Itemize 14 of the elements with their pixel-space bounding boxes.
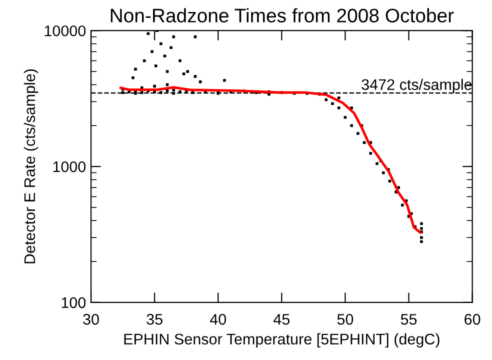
x-tick-label: 55 bbox=[400, 314, 417, 325]
x-tick-label: 35 bbox=[146, 314, 162, 325]
x-tick-label: 30 bbox=[83, 314, 99, 325]
y-tick-label: 1000 bbox=[53, 161, 86, 172]
x-tick-label: 60 bbox=[464, 314, 480, 325]
y-axis-title: Detector E Rate (cts/sample) bbox=[24, 69, 38, 264]
y-tick-label: 100 bbox=[62, 297, 86, 308]
chart-title: Non-Radzone Times from 2008 October bbox=[110, 8, 454, 22]
x-tick-label: 40 bbox=[210, 314, 226, 325]
x-tick-label: 45 bbox=[274, 314, 290, 325]
x-tick-label: 50 bbox=[337, 314, 354, 325]
ref-line-label: 3472 cts/sample bbox=[362, 78, 472, 94]
x-axis-title: EPHIN Sensor Temperature [5EPHINT] (degC) bbox=[124, 333, 440, 348]
y-tick-label: 10000 bbox=[44, 25, 86, 36]
